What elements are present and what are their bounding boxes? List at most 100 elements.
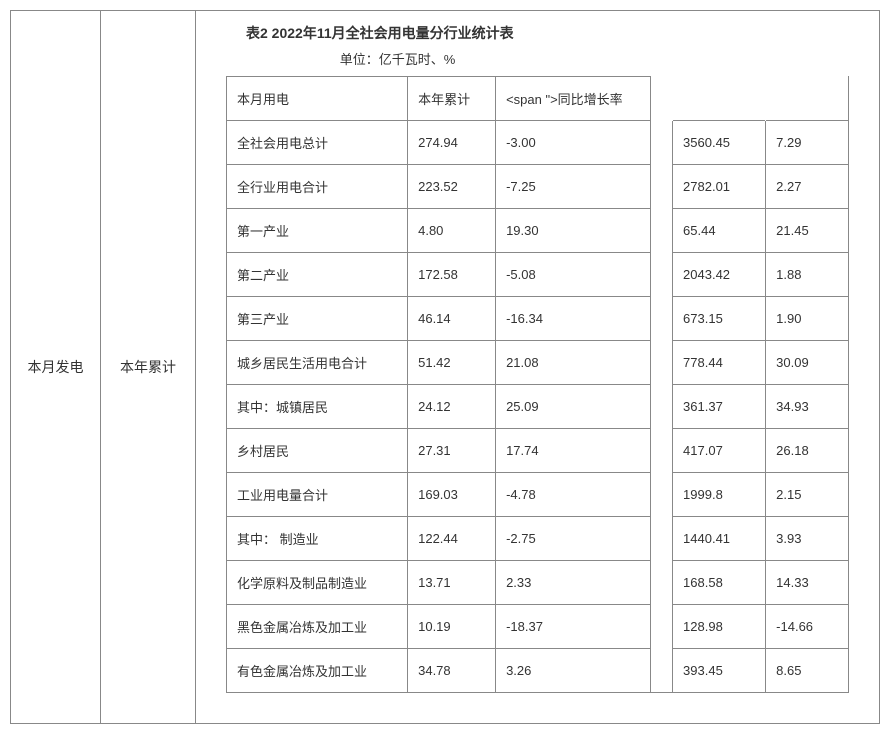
row-v3: 2043.42 — [673, 253, 766, 297]
row-v1: 4.80 — [408, 209, 496, 253]
row-v3: 393.45 — [673, 649, 766, 693]
row-name: 工业用电量合计 — [227, 473, 408, 517]
left-label: 本月发电 — [28, 357, 84, 377]
row-name: 黑色金属冶炼及加工业 — [227, 605, 408, 649]
row-v4: 34.93 — [766, 385, 849, 429]
row-v3: 361.37 — [673, 385, 766, 429]
row-v2: 21.08 — [496, 341, 651, 385]
row-name: 城乡居民生活用电合计 — [227, 341, 408, 385]
table-title: 表2 2022年11月全社会用电量分行业统计表 — [246, 23, 849, 43]
row-v4: 2.15 — [766, 473, 849, 517]
row-v3: 128.98 — [673, 605, 766, 649]
row-v2: -7.25 — [496, 165, 651, 209]
row-v1: 274.94 — [408, 121, 496, 165]
row-gap — [651, 341, 673, 385]
row-name: 第二产业 — [227, 253, 408, 297]
row-v4: 21.45 — [766, 209, 849, 253]
row-name: 其中： 制造业 — [227, 517, 408, 561]
data-table: 本月用电 本年累计 <span ">同比增长率 全社会用电总计274.94-3.… — [226, 76, 849, 693]
row-v2: 19.30 — [496, 209, 651, 253]
row-v1: 10.19 — [408, 605, 496, 649]
row-gap — [651, 165, 673, 209]
row-v1: 24.12 — [408, 385, 496, 429]
row-name: 第一产业 — [227, 209, 408, 253]
row-gap — [651, 649, 673, 693]
row-v3: 65.44 — [673, 209, 766, 253]
header-row: 本月用电 本年累计 <span ">同比增长率 — [227, 77, 849, 121]
row-name: 其中：城镇居民 — [227, 385, 408, 429]
row-v1: 34.78 — [408, 649, 496, 693]
table-row: 有色金属冶炼及加工业34.783.26 393.458.65 — [227, 649, 849, 693]
row-v2: -2.75 — [496, 517, 651, 561]
row-v4: -14.66 — [766, 605, 849, 649]
row-v2: 17.74 — [496, 429, 651, 473]
row-name: 全社会用电总计 — [227, 121, 408, 165]
row-v1: 46.14 — [408, 297, 496, 341]
row-gap — [651, 253, 673, 297]
mid-label: 本年累计 — [120, 357, 176, 377]
table-row: 全行业用电合计223.52-7.25 2782.012.27 — [227, 165, 849, 209]
outer-table: 本月发电 本年累计 表2 2022年11月全社会用电量分行业统计表 单位：亿千瓦… — [10, 10, 880, 724]
row-v4: 8.65 — [766, 649, 849, 693]
row-v4: 1.90 — [766, 297, 849, 341]
row-v2: -16.34 — [496, 297, 651, 341]
header-gap — [651, 77, 673, 121]
row-v3: 778.44 — [673, 341, 766, 385]
row-gap — [651, 121, 673, 165]
table-row: 乡村居民27.3117.74417.0726.18 — [227, 429, 849, 473]
table-row: 黑色金属冶炼及加工业10.19-18.37 128.98-14.66 — [227, 605, 849, 649]
row-v3: 168.58 — [673, 561, 766, 605]
header-c3: <span ">同比增长率 — [496, 77, 651, 121]
right-content: 表2 2022年11月全社会用电量分行业统计表 单位：亿千瓦时、% 本月用电 本… — [196, 11, 879, 723]
table-row: 第二产业172.58-5.082043.421.88 — [227, 253, 849, 297]
row-v2: 3.26 — [496, 649, 651, 693]
row-v4: 1.88 — [766, 253, 849, 297]
row-gap — [651, 561, 673, 605]
row-v4: 14.33 — [766, 561, 849, 605]
table-row: 第一产业4.8019.30 65.4421.45 — [227, 209, 849, 253]
row-gap — [651, 385, 673, 429]
row-gap — [651, 209, 673, 253]
row-v2: 2.33 — [496, 561, 651, 605]
row-v1: 51.42 — [408, 341, 496, 385]
table-row: 全社会用电总计274.94-3.003560.457.29 — [227, 121, 849, 165]
row-v2: -18.37 — [496, 605, 651, 649]
row-v4: 2.27 — [766, 165, 849, 209]
header-c1: 本月用电 — [227, 77, 408, 121]
table-row: 其中： 制造业122.44-2.751440.413.93 — [227, 517, 849, 561]
row-gap — [651, 429, 673, 473]
left-label-cell: 本月发电 — [11, 11, 101, 723]
table-row: 其中：城镇居民24.1225.09 361.3734.93 — [227, 385, 849, 429]
table-row: 城乡居民生活用电合计51.4221.08778.4430.09 — [227, 341, 849, 385]
row-v1: 223.52 — [408, 165, 496, 209]
row-v3: 1999.8 — [673, 473, 766, 517]
row-gap — [651, 517, 673, 561]
row-v1: 13.71 — [408, 561, 496, 605]
table-row: 工业用电量合计169.03-4.78 1999.82.15 — [227, 473, 849, 517]
row-v3: 1440.41 — [673, 517, 766, 561]
row-v1: 122.44 — [408, 517, 496, 561]
header-c2: 本年累计 — [408, 77, 496, 121]
row-gap — [651, 473, 673, 517]
row-v1: 27.31 — [408, 429, 496, 473]
row-v2: -4.78 — [496, 473, 651, 517]
row-v3: 673.15 — [673, 297, 766, 341]
row-v2: -3.00 — [496, 121, 651, 165]
row-name: 化学原料及制品制造业 — [227, 561, 408, 605]
row-gap — [651, 605, 673, 649]
row-name: 乡村居民 — [227, 429, 408, 473]
row-v1: 169.03 — [408, 473, 496, 517]
row-v3: 2782.01 — [673, 165, 766, 209]
row-v2: 25.09 — [496, 385, 651, 429]
row-name: 有色金属冶炼及加工业 — [227, 649, 408, 693]
row-v2: -5.08 — [496, 253, 651, 297]
row-gap — [651, 297, 673, 341]
row-name: 全行业用电合计 — [227, 165, 408, 209]
header-c4 — [673, 77, 766, 121]
mid-label-cell: 本年累计 — [101, 11, 196, 723]
row-v3: 3560.45 — [673, 121, 766, 165]
row-name: 第三产业 — [227, 297, 408, 341]
row-v3: 417.07 — [673, 429, 766, 473]
table-row: 第三产业46.14-16.34 673.151.90 — [227, 297, 849, 341]
table-row: 化学原料及制品制造业13.712.33 168.5814.33 — [227, 561, 849, 605]
